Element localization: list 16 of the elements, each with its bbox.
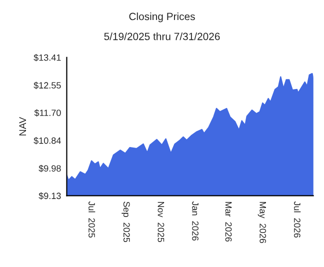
- y-tick-label: $9.13: [38, 192, 61, 200]
- x-tick-label: Mar 2026: [225, 202, 232, 242]
- y-axis-title: NAV: [19, 116, 26, 136]
- y-tick-label: $11.70: [34, 109, 61, 117]
- x-tick-label: Jul 2025: [88, 201, 96, 238]
- y-tick-label: $12.55: [34, 82, 61, 90]
- chart-subtitle: 5/19/2025 thru 7/31/2026: [104, 32, 220, 40]
- y-tick-label: $9.98: [38, 164, 61, 172]
- x-tick-label: Jul 2026: [294, 201, 301, 238]
- x-tick-label: May 2026: [258, 202, 266, 244]
- y-tick-label: $10.84: [34, 137, 61, 144]
- chart-title: Closing Prices: [129, 12, 195, 22]
- x-tick-label: Nov 2025: [158, 202, 164, 242]
- y-tick-label: $13.41: [34, 54, 61, 62]
- x-tick-label: Sep 2025: [122, 202, 130, 242]
- x-tick-label: Jan 2026: [192, 201, 198, 241]
